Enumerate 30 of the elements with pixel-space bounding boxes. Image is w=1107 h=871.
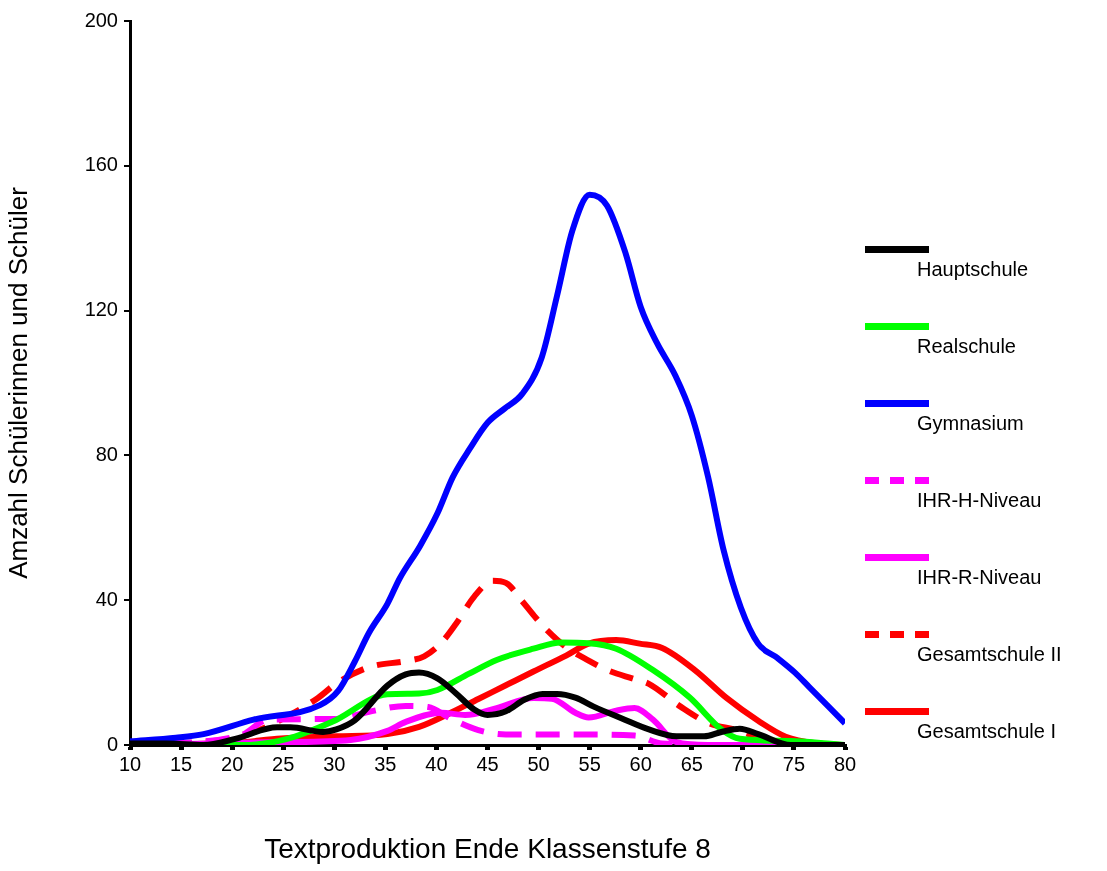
- legend-label: Gesamtschule I: [917, 720, 1056, 743]
- x-tick-label: 30: [323, 752, 346, 775]
- legend-label: Gymnasium: [917, 412, 1024, 435]
- y-tick-label: 0: [106, 732, 118, 755]
- legend-label: IHR-R-Niveau: [917, 566, 1042, 589]
- x-tick-label: 15: [169, 752, 193, 775]
- x-tick-label: 75: [782, 752, 806, 775]
- legend-label: IHR-H-Niveau: [917, 489, 1042, 512]
- x-axis-title: Textproduktion Ende Klassenstufe 8: [264, 832, 711, 864]
- x-tick-label: 50: [527, 752, 550, 775]
- x-tick-label: 60: [629, 752, 652, 775]
- x-tick-label: 65: [680, 752, 703, 775]
- y-tick-label: 200: [84, 8, 118, 31]
- y-axis-title: Amzahl Schülerinnen und Schüler: [2, 186, 33, 579]
- y-tick-label: 80: [95, 442, 118, 465]
- y-tick-label: 40: [95, 587, 118, 610]
- x-tick-label: 20: [221, 752, 244, 775]
- x-tick-label: 45: [476, 752, 499, 775]
- x-tick-label: 55: [578, 752, 601, 775]
- legend-label: Hauptschule: [917, 258, 1029, 281]
- x-tick-label: 10: [118, 752, 142, 775]
- y-tick-label: 160: [84, 153, 118, 176]
- x-tick-label: 80: [833, 752, 857, 775]
- legend-label: Realschule: [917, 335, 1016, 358]
- y-tick-label: 120: [84, 298, 118, 321]
- x-tick-label: 40: [425, 752, 448, 775]
- legend-label: Gesamtschule II: [917, 643, 1062, 666]
- x-tick-label: 35: [374, 752, 397, 775]
- x-tick-label: 70: [731, 752, 754, 775]
- x-tick-label: 25: [272, 752, 295, 775]
